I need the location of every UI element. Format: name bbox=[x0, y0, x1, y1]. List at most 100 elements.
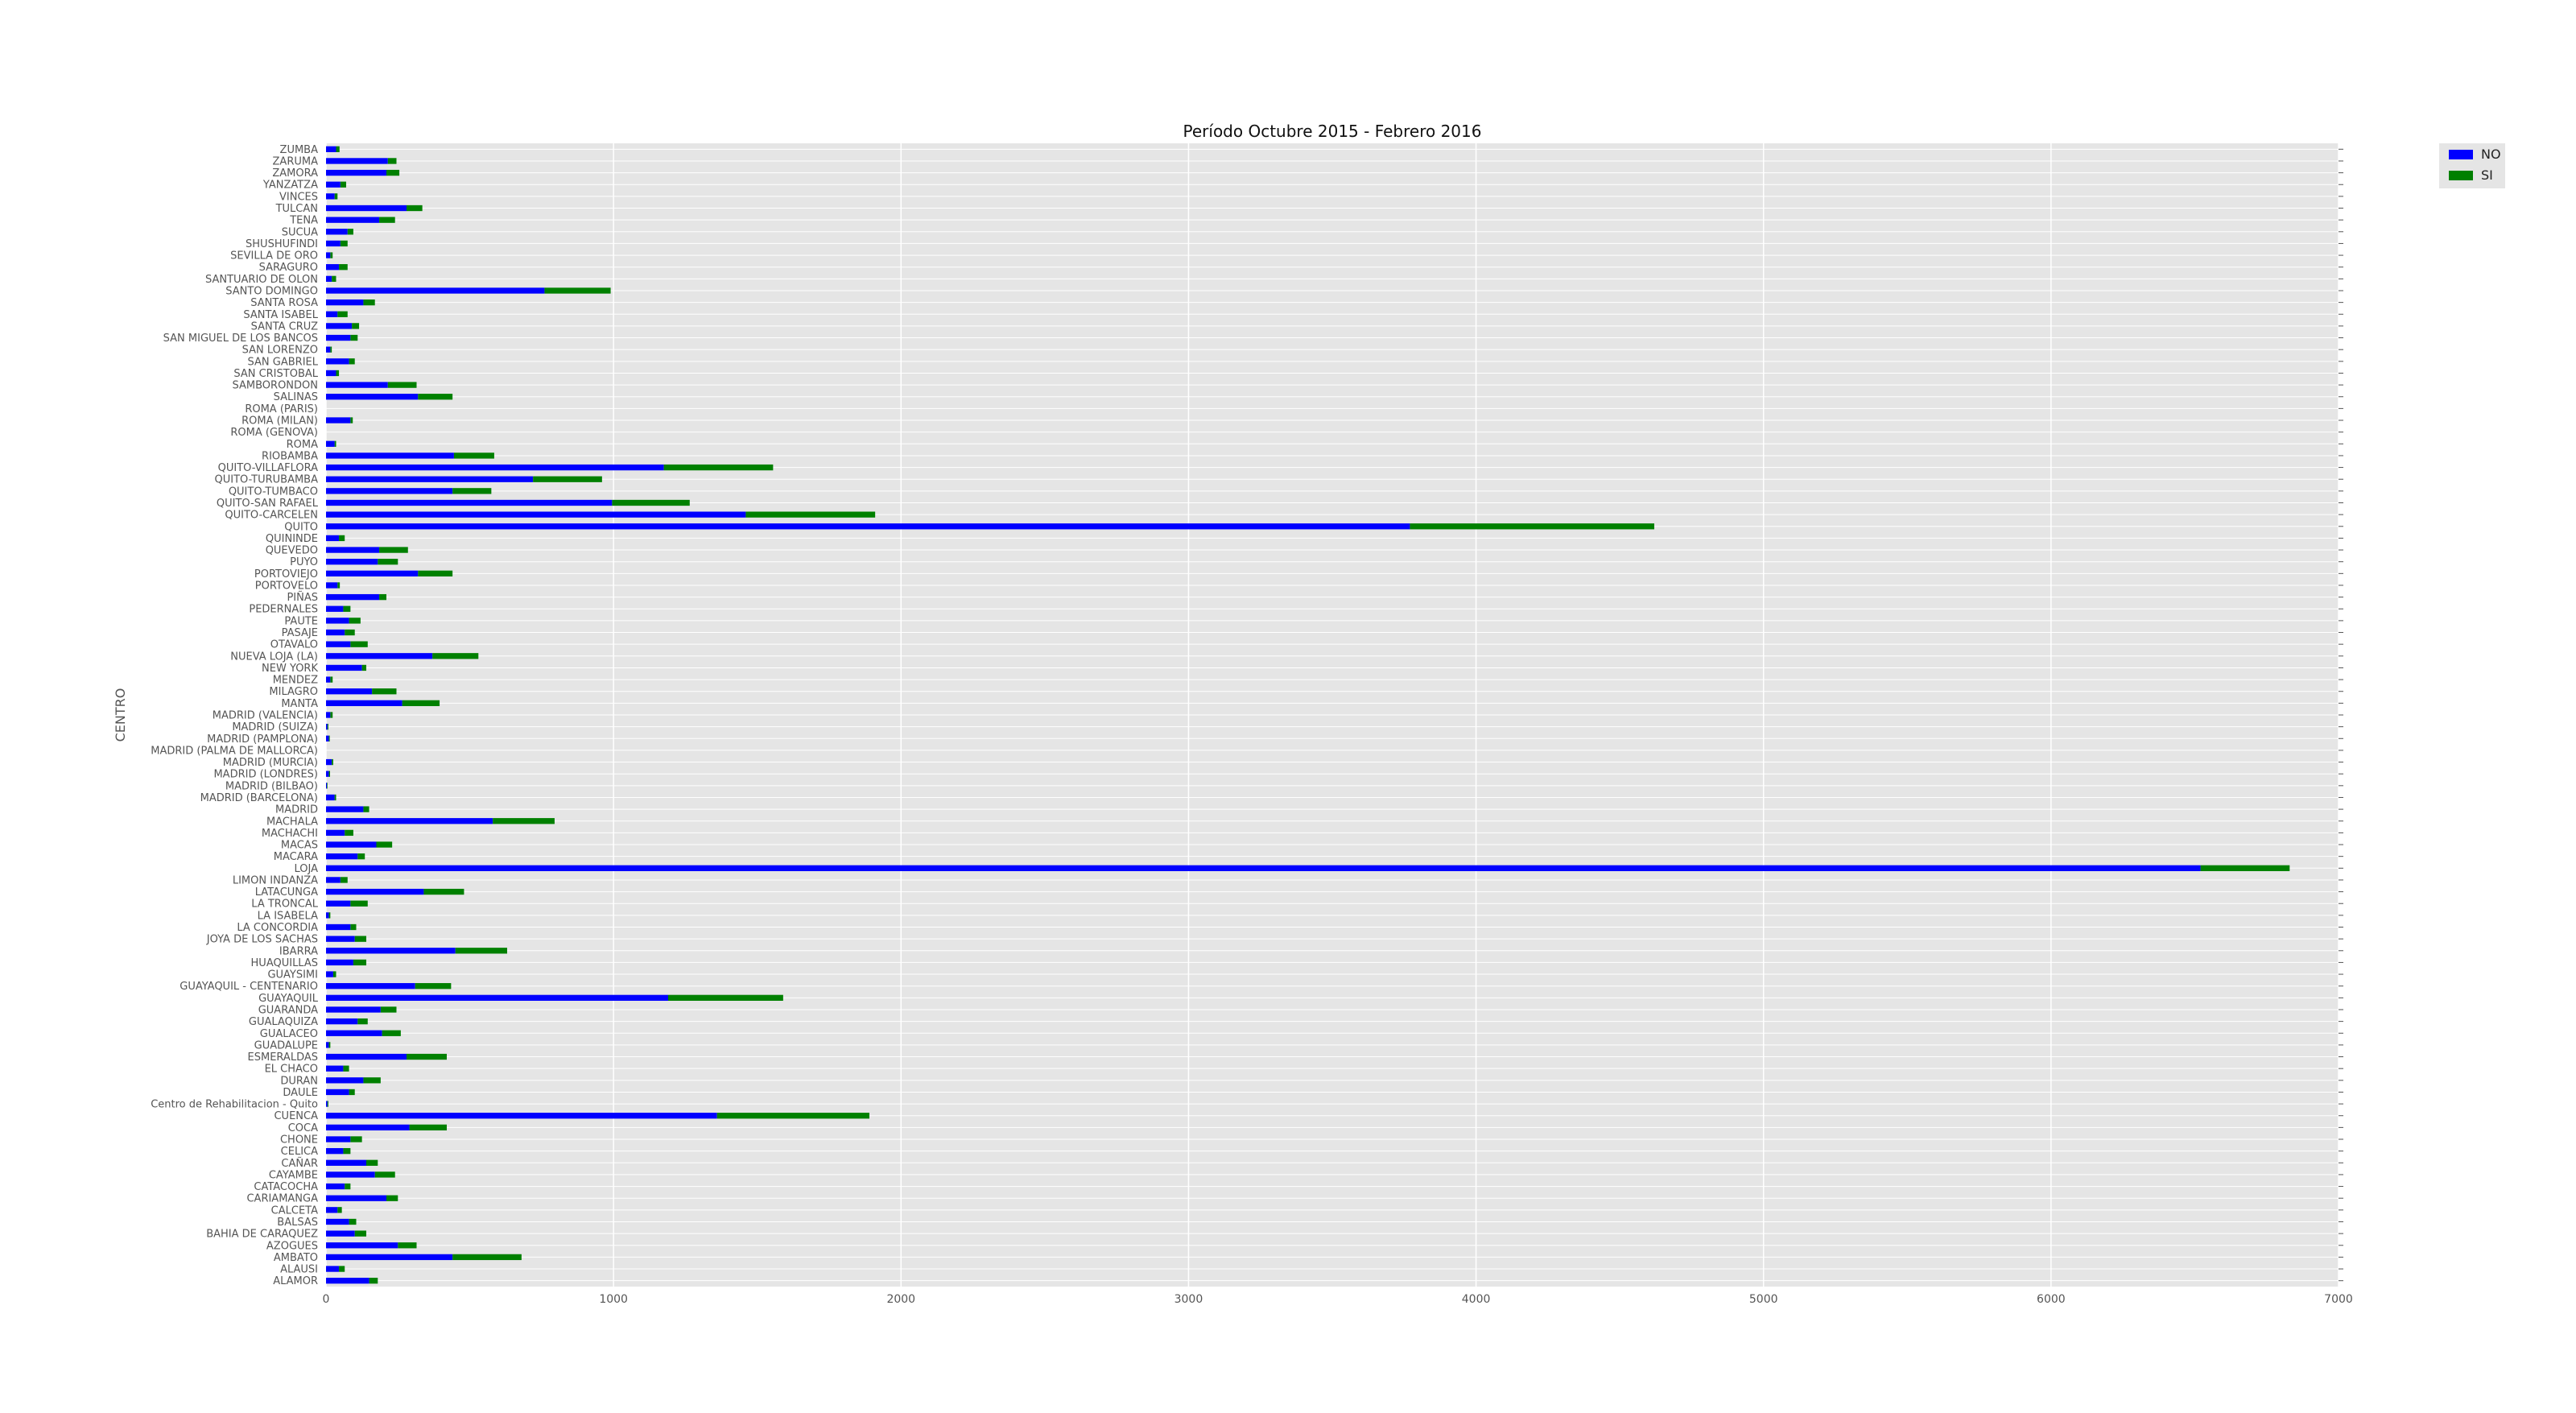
bar-no-shushufindi bbox=[326, 240, 341, 247]
bar-no-quito-san-rafael bbox=[326, 499, 613, 506]
y-tick-label: SANTUARIO DE OLON bbox=[205, 274, 318, 286]
bar-no-la-isabela bbox=[326, 912, 329, 919]
bar-no-pedernales bbox=[326, 605, 344, 612]
bar-si-san-miguel-de-los-bancos bbox=[350, 334, 358, 341]
bar-no-zaruma bbox=[326, 158, 388, 164]
y-tick-label: NEW YORK bbox=[262, 663, 318, 675]
bar-si-shushufindi bbox=[340, 240, 348, 247]
y-tick-label: SANTA ROSA bbox=[250, 297, 318, 309]
bar-no-la-concordia bbox=[326, 923, 351, 931]
bar-si-sucua bbox=[347, 229, 353, 235]
bar-si-santuario-de-olon bbox=[332, 275, 336, 283]
y-tick-label: QUITO-CARCELEN bbox=[225, 510, 318, 522]
y-tick-label: CUENCA bbox=[274, 1110, 318, 1122]
bar-no-loja bbox=[326, 865, 2201, 871]
y-tick-label: GUAYSIMI bbox=[267, 969, 318, 981]
bar-no-macara bbox=[326, 853, 358, 860]
y-tick-label: GUALAQUIZA bbox=[249, 1016, 318, 1028]
bar-si-macara bbox=[357, 853, 365, 860]
bar-si-ibarra bbox=[455, 948, 507, 954]
y-tick-label: DAULE bbox=[283, 1087, 318, 1099]
bar-no-quininde bbox=[326, 535, 340, 542]
bar-si-esmeraldas bbox=[407, 1053, 447, 1060]
bar-si-madrid-valencia bbox=[330, 712, 333, 718]
y-tick-label: PIÑAS bbox=[287, 591, 318, 604]
bar-si-paute bbox=[349, 618, 361, 624]
bar-si-quito-carcelen bbox=[745, 511, 876, 518]
bar-no-macas bbox=[326, 841, 377, 848]
bar-si-mendez bbox=[330, 676, 333, 683]
y-tick-label: CALCETA bbox=[271, 1204, 318, 1217]
y-tick-label: MADRID (BILBAO) bbox=[225, 780, 318, 792]
bar-si-quito-san-rafael bbox=[612, 499, 690, 506]
y-tick-label: SARAGURO bbox=[259, 262, 318, 274]
y-tick-label: LA CONCORDIA bbox=[237, 922, 318, 934]
bar-no-santo-domingo bbox=[326, 287, 545, 294]
y-tick-label: BAHIA DE CARAQUEZ bbox=[206, 1229, 318, 1241]
legend-label-no: NO bbox=[2481, 147, 2501, 162]
bar-no-quito bbox=[326, 523, 1410, 530]
bar-no-celica bbox=[326, 1147, 344, 1155]
bar-no-quito-villaflora bbox=[326, 464, 664, 471]
y-tick-label: CARIAMANGA bbox=[246, 1193, 318, 1205]
bar-si-san-lorenzo bbox=[330, 346, 332, 353]
bar-no-cayambe bbox=[326, 1171, 375, 1178]
bar-si-guayaquil bbox=[668, 994, 783, 1001]
y-tick-label: MADRID (SUIZA) bbox=[232, 721, 318, 733]
y-tick-label: MADRID (PAMPLONA) bbox=[207, 733, 318, 746]
bar-si-huaquillas bbox=[353, 959, 366, 966]
bar-no-portovelo bbox=[326, 582, 338, 589]
bar-no-coca bbox=[326, 1124, 410, 1131]
bar-no-machachi bbox=[326, 829, 345, 837]
bar-si-guadalupe bbox=[328, 1042, 331, 1048]
y-tick-label: SANTA ISABEL bbox=[243, 309, 318, 321]
bar-si-salinas bbox=[418, 394, 453, 400]
y-tick-labels: ZUMBAZARUMAZAMORAYANZATZAVINCESTULCANTEN… bbox=[151, 144, 2343, 1287]
bar-no-limon-indanza bbox=[326, 877, 341, 883]
bar-no-san-cristobal bbox=[326, 370, 336, 377]
y-tick-label: AZOGUES bbox=[266, 1240, 318, 1252]
bar-no-cuenca bbox=[326, 1113, 717, 1119]
bar-no-tena bbox=[326, 217, 380, 223]
bar-no-santuario-de-olon bbox=[326, 275, 332, 283]
y-tick-label: SEVILLA DE ORO bbox=[230, 250, 318, 262]
bar-si-madrid bbox=[363, 806, 369, 812]
y-tick-label: MADRID (BARCELONA) bbox=[200, 792, 318, 804]
y-tick-label: SAN CRISTOBAL bbox=[233, 368, 318, 380]
bar-si-guaysimi bbox=[332, 971, 336, 977]
x-tick-label: 3000 bbox=[1174, 1293, 1203, 1306]
y-tick-label: MADRID bbox=[275, 804, 318, 816]
bar-si-madrid-bilbao bbox=[327, 783, 328, 789]
bar-no-san-lorenzo bbox=[326, 346, 331, 353]
bar-no-madrid-londres bbox=[326, 771, 329, 777]
bar-no-guayaquil-centenario bbox=[326, 983, 415, 990]
bar-si-guayaquil-centenario bbox=[415, 983, 452, 990]
bar-no-madrid-murcia bbox=[326, 758, 332, 766]
bar-no-chone bbox=[326, 1136, 351, 1142]
bar-si-la-troncal bbox=[350, 900, 368, 907]
bar-no-quito-turubamba bbox=[326, 476, 534, 482]
bar-si-nueva-loja-la bbox=[432, 653, 479, 659]
bar-si-san-gabriel bbox=[349, 358, 355, 365]
y-tick-label: MANTA bbox=[281, 698, 318, 710]
y-tick-label: PEDERNALES bbox=[249, 604, 318, 616]
y-tick-label: MACHACHI bbox=[262, 828, 318, 840]
bar-si-cuenca bbox=[716, 1113, 869, 1119]
bar-no-guaranda bbox=[326, 1006, 381, 1013]
bar-no-zumba bbox=[326, 146, 336, 152]
bar-si-gualaceo bbox=[382, 1030, 401, 1036]
y-tick-label: DURAN bbox=[280, 1075, 318, 1087]
bar-no-centro-de-rehabilitacion-quito bbox=[326, 1101, 328, 1107]
bar-si-catacocha bbox=[345, 1183, 351, 1190]
y-tick-label: TULCAN bbox=[275, 203, 318, 215]
y-tick-label: QUEVEDO bbox=[266, 545, 318, 557]
legend-label-si: SI bbox=[2481, 167, 2493, 183]
bar-no-quevedo bbox=[326, 547, 380, 553]
y-tick-label: SAMBORONDON bbox=[233, 380, 318, 392]
bar-no-balsas bbox=[326, 1218, 349, 1225]
y-tick-label: CHONE bbox=[280, 1134, 318, 1147]
bar-si-santo-domingo bbox=[544, 287, 611, 294]
bar-si-madrid-pamplona bbox=[328, 735, 330, 742]
y-tick-label: MACARA bbox=[274, 851, 318, 863]
bar-si-zamora bbox=[386, 169, 400, 176]
